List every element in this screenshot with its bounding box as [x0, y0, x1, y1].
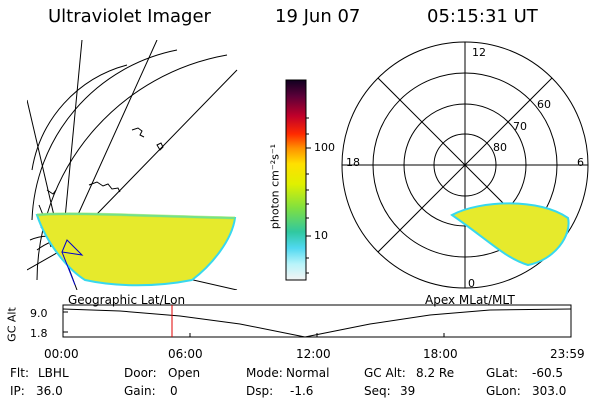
polar-plot — [341, 41, 589, 289]
app-title: Ultraviolet Imager — [48, 6, 211, 27]
geographic-map — [27, 40, 238, 290]
lat-label-80: 80 — [493, 141, 507, 154]
xtick-0000: 00:00 — [44, 347, 79, 361]
xtick-1800: 18:00 — [423, 347, 458, 361]
mode-value: Normal — [286, 366, 330, 380]
geographic-aurora-region — [35, 212, 237, 287]
door-value: Open — [168, 366, 201, 380]
filter-value: LBHL — [38, 366, 69, 380]
glon-label: GLon: — [486, 384, 521, 398]
ip-value: 36.0 — [36, 384, 63, 398]
altitude-ylabel: GC Alt — [5, 307, 19, 342]
date-label: 19 Jun 07 — [275, 6, 361, 27]
ytick-1-8: 1.8 — [30, 327, 48, 340]
gcalt-label: GC Alt: — [364, 366, 406, 380]
mlt-label-0: 0 — [468, 277, 475, 290]
filter-label: Flt: — [10, 366, 29, 380]
colorbar — [285, 79, 311, 281]
ytick-9-0: 9.0 — [30, 307, 48, 320]
altitude-timeline — [62, 304, 572, 338]
xtick-2359: 23:59 — [550, 347, 585, 361]
lat-label-70: 70 — [513, 120, 527, 133]
colorbar-tick-100: 100 — [314, 141, 335, 154]
time-label: 05:15:31 UT — [427, 6, 538, 27]
colorbar-unit-label: photon cm⁻²s⁻¹ — [268, 143, 282, 230]
gain-label: Gain: — [124, 384, 156, 398]
apex-panel-title: Apex MLat/MLT — [425, 293, 515, 307]
gain-value: 0 — [170, 384, 178, 398]
mlt-label-18: 18 — [346, 156, 360, 169]
altitude-curve — [62, 308, 572, 338]
dsp-label: Dsp: — [246, 384, 274, 398]
geographic-panel-title: Geographic Lat/Lon — [68, 293, 186, 307]
glon-value: 303.0 — [532, 384, 567, 398]
dsp-value: -1.6 — [290, 384, 314, 398]
ip-label: IP: — [10, 384, 25, 398]
mlt-label-12: 12 — [472, 46, 486, 59]
seq-label: Seq: — [364, 384, 391, 398]
glat-value: -60.5 — [532, 366, 564, 380]
lat-label-60: 60 — [537, 98, 551, 111]
door-label: Door: — [124, 366, 157, 380]
seq-value: 39 — [400, 384, 416, 398]
gcalt-value: 8.2 Re — [416, 366, 455, 380]
colorbar-tick-10: 10 — [314, 229, 328, 242]
mode-label: Mode: — [246, 366, 283, 380]
mlt-label-6: 6 — [577, 156, 584, 169]
polar-aurora-region — [450, 202, 570, 267]
glat-label: GLat: — [486, 366, 519, 380]
xtick-1200: 12:00 — [296, 347, 331, 361]
xtick-0600: 06:00 — [168, 347, 203, 361]
